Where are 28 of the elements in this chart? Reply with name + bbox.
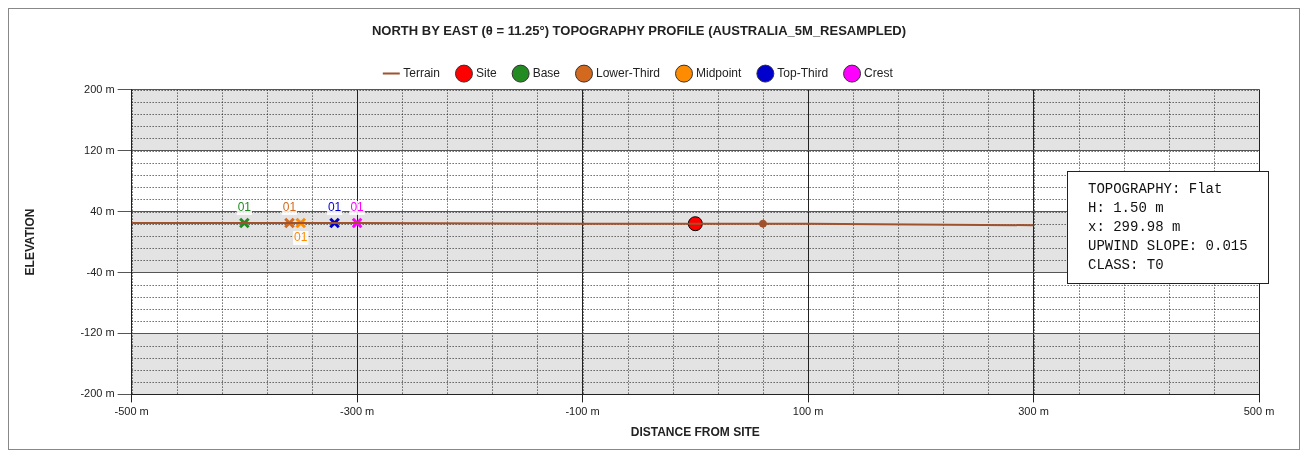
y-tick-label: 200 m — [84, 82, 115, 95]
y-axis-title: ELEVATION — [22, 208, 37, 276]
y-tick-label: -40 m — [86, 265, 115, 278]
x-tick-label: 100 m — [792, 405, 824, 418]
legend-label: Top-Third — [777, 65, 829, 80]
x-tick-label: -300 m — [339, 405, 375, 418]
x-tick-label: 500 m — [1243, 405, 1275, 418]
y-tick-label: -200 m — [80, 387, 115, 400]
legend-label: Site — [475, 65, 497, 80]
y-tick-label: 120 m — [84, 143, 115, 156]
legend-label: Crest — [864, 65, 894, 80]
legend-label: Base — [532, 65, 561, 80]
x-tick-label: -500 m — [114, 405, 149, 418]
x-tick-label: -100 m — [565, 405, 600, 418]
annotation: 01 — [294, 230, 308, 245]
x-axis-title: DISTANCE FROM SITE — [630, 425, 760, 440]
y-tick-label: 40 m — [90, 204, 115, 217]
annotation: TOPOGRAPHY: Flat H: 1.50 m x: 299.98 m UPWIND SLOPE: 0.015 CLASS: T0 — [1067, 171, 1269, 284]
annotation: 01 — [327, 200, 342, 215]
chart-title: NORTH BY EAST (θ = 11.25°) TOPOGRAPHY PROFILE (AUSTRALIA_5M_RESAMPLED) — [371, 23, 907, 39]
legend-label: Lower-Third — [595, 65, 661, 80]
annotation: 01 — [237, 200, 252, 215]
legend-label: Midpoint — [696, 65, 743, 80]
annotation: 01 — [282, 200, 297, 215]
y-tick-label: -120 m — [80, 326, 115, 339]
x-tick-label: 300 m — [1018, 405, 1049, 418]
annotation: 01 — [350, 200, 365, 215]
legend-label: Terrain — [403, 65, 440, 80]
